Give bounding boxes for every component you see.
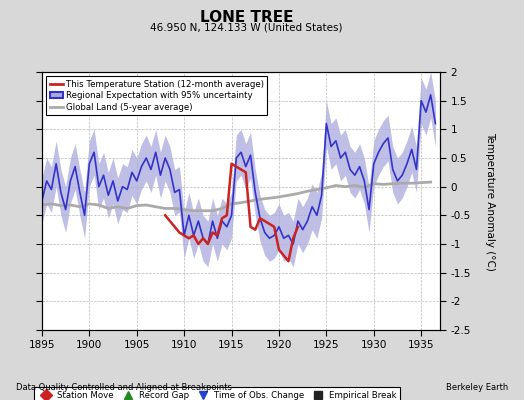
Text: Data Quality Controlled and Aligned at Breakpoints: Data Quality Controlled and Aligned at B… (16, 383, 232, 392)
Legend: Station Move, Record Gap, Time of Obs. Change, Empirical Break: Station Move, Record Gap, Time of Obs. C… (34, 387, 400, 400)
Text: Berkeley Earth: Berkeley Earth (446, 383, 508, 392)
Y-axis label: Temperature Anomaly (°C): Temperature Anomaly (°C) (485, 132, 495, 270)
Text: LONE TREE: LONE TREE (200, 10, 293, 25)
Text: 46.950 N, 124.133 W (United States): 46.950 N, 124.133 W (United States) (150, 22, 343, 32)
